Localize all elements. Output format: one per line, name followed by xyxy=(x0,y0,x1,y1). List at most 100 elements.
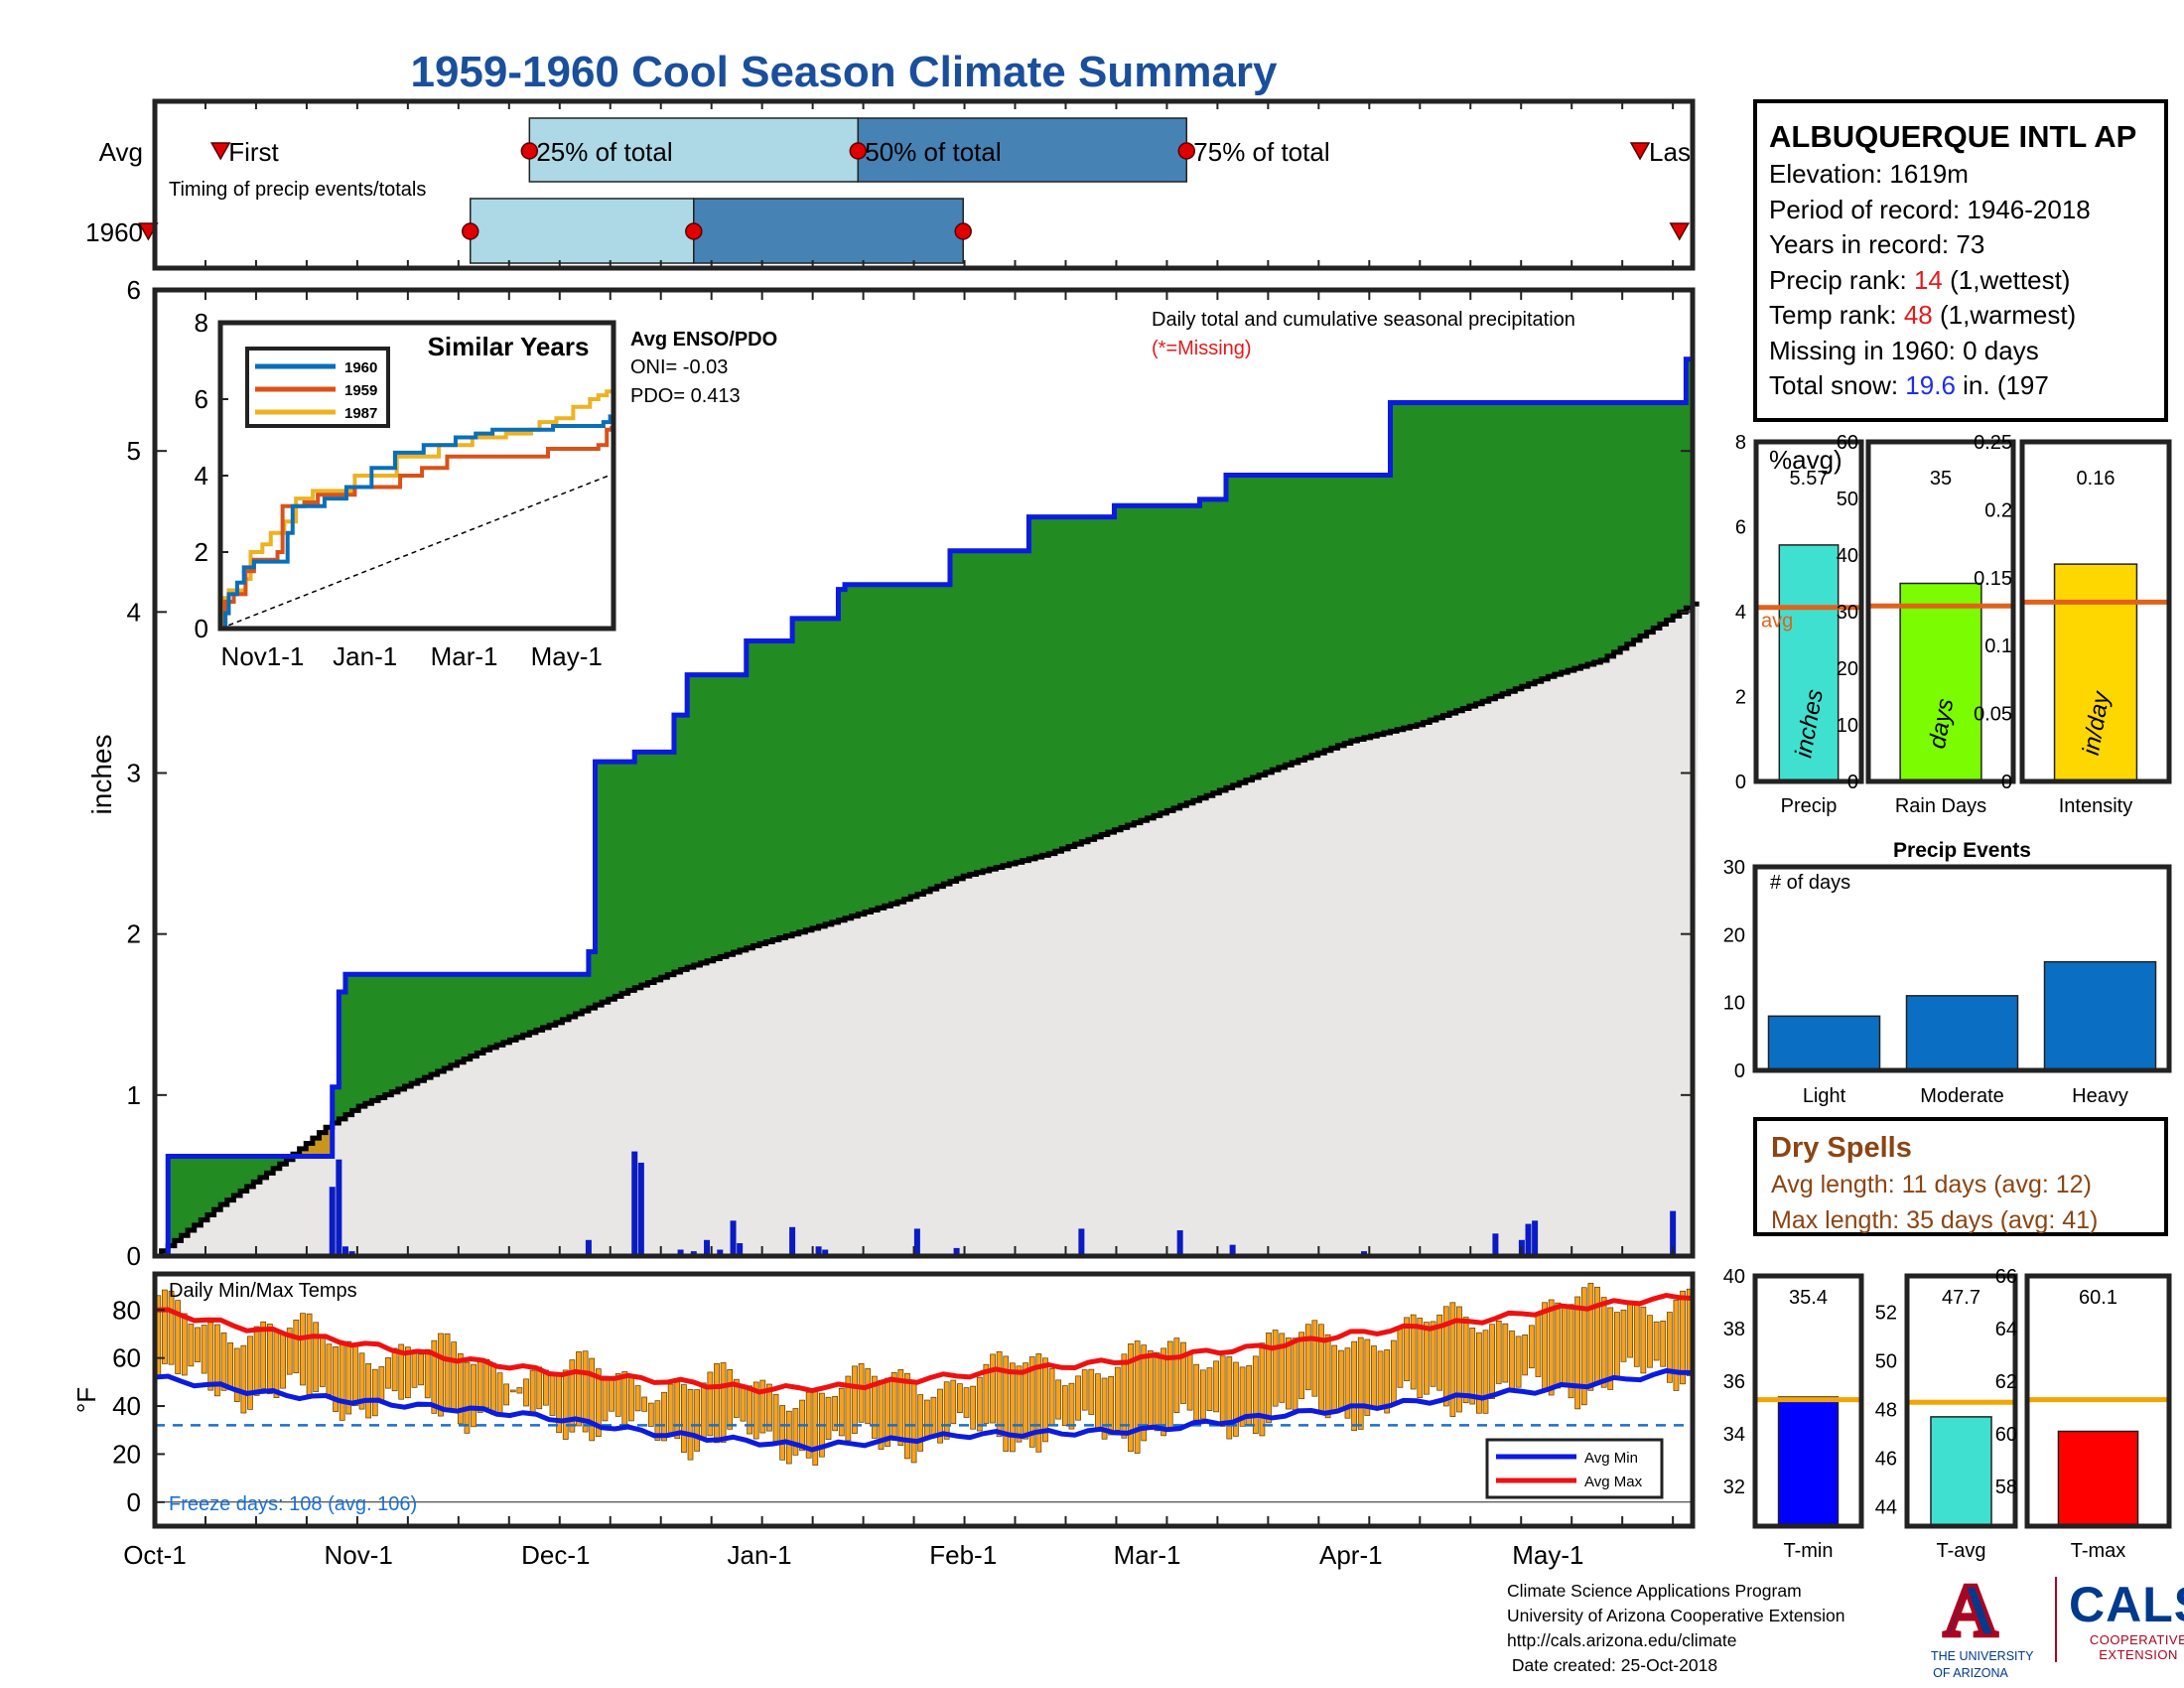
daily-precip-bar xyxy=(789,1226,796,1256)
daily-temp-bar xyxy=(352,1343,358,1407)
daily-temp-bar xyxy=(923,1399,930,1439)
daily-precip-bar xyxy=(704,1239,711,1256)
daily-temp-bar xyxy=(1555,1302,1562,1389)
daily-temp-bar xyxy=(391,1347,398,1392)
daily-temp-bar xyxy=(1266,1333,1272,1424)
daily-temp-bar xyxy=(496,1372,503,1417)
daily-precip-bar xyxy=(1525,1223,1532,1256)
daily-temp-bar xyxy=(444,1333,451,1411)
temp-panel-frame xyxy=(1904,1273,2018,1529)
daily-temp-bar xyxy=(233,1347,240,1402)
daily-temp-bar xyxy=(1456,1306,1462,1413)
temp-rank: Temp rank: 48 (1,warmest) xyxy=(1769,298,2152,334)
temp-summary-y-tick-label: 44 xyxy=(1875,1496,1897,1518)
daily-temp-bar xyxy=(1535,1312,1542,1377)
daily-temp-bar xyxy=(792,1408,799,1456)
inset-x-tick-label: Mar-1 xyxy=(431,641,498,671)
daily-temp-bar xyxy=(1259,1342,1266,1437)
credit-line: Climate Science Applications Program xyxy=(1507,1581,1802,1601)
daily-temp-bar xyxy=(529,1369,536,1414)
cals-sub-1: COOPERATIVE xyxy=(2089,1632,2184,1647)
temp-bar-T-max xyxy=(2057,1430,2139,1527)
inset-x-tick-label: Nov1-1 xyxy=(221,641,305,671)
daily-temp-bar xyxy=(1128,1343,1134,1453)
daily-temp-bar xyxy=(1081,1369,1088,1411)
temp-bar-T-avg xyxy=(1930,1416,1992,1527)
daily-temp-bar xyxy=(1286,1337,1292,1410)
daily-temp-bar xyxy=(825,1396,832,1440)
daily-temp-bar xyxy=(326,1343,333,1395)
inset-y-tick-label: 0 xyxy=(195,614,208,643)
daily-temp-bar xyxy=(785,1410,792,1465)
temp-summary-y-tick-label: 48 xyxy=(1875,1400,1897,1422)
daily-temp-bar xyxy=(1620,1309,1627,1362)
inset-legend-label: 1959 xyxy=(344,382,377,399)
temp-summary-value-label: 60.1 xyxy=(2079,1287,2117,1309)
daily-temp-bar xyxy=(1587,1282,1594,1391)
daily-temp-bar xyxy=(1055,1379,1062,1420)
timing-row-1960: 1960 xyxy=(85,217,143,247)
daily-precip-bar xyxy=(637,1162,644,1256)
daily-temp-bar xyxy=(1304,1324,1311,1391)
daily-temp-bar xyxy=(457,1352,464,1425)
daily-temp-bar xyxy=(240,1344,247,1414)
temp-y-tick-label: 60 xyxy=(112,1343,141,1373)
temp-summary-y-tick-label: 62 xyxy=(1995,1371,2017,1393)
daily-temp-bar xyxy=(747,1385,752,1435)
avg-last-marker xyxy=(1629,142,1651,161)
station-elevation: Elevation: 1619m xyxy=(1769,159,1969,189)
summary-y-tick-label: 6 xyxy=(1735,517,1746,539)
precip-rank-label: Precip rank: xyxy=(1769,264,1914,295)
daily-temp-bar xyxy=(1489,1324,1495,1399)
daily-temp-bar xyxy=(1377,1350,1384,1410)
x-tick-label: Dec-1 xyxy=(521,1540,590,1570)
timing-first-label: First xyxy=(228,137,279,167)
daily-temp-bar xyxy=(1351,1340,1357,1432)
daily-temp-bar xyxy=(589,1357,596,1442)
daily-temp-bar xyxy=(404,1346,411,1399)
daily-temp-bar xyxy=(1410,1314,1417,1390)
daily-temp-bar xyxy=(162,1289,168,1364)
temp-rank-label: Temp rank: xyxy=(1769,300,1904,330)
inset-legend-label: 1960 xyxy=(344,359,377,376)
summary-category-label: Intensity xyxy=(2059,795,2132,817)
daily-temp-bar xyxy=(477,1360,483,1413)
daily-temp-bar xyxy=(1614,1312,1620,1379)
daily-temp-bar xyxy=(661,1391,667,1442)
daily-temp-bar xyxy=(438,1333,444,1417)
daily-temp-bar xyxy=(260,1321,267,1389)
cumulative-1960-line xyxy=(155,356,1693,1259)
daily-temp-bar xyxy=(1344,1347,1351,1419)
y1960-25-50-bar xyxy=(469,198,695,264)
daily-temp-bar xyxy=(641,1396,648,1412)
snow-value: 19.6 xyxy=(1905,370,1956,400)
daily-temp-bar xyxy=(1607,1307,1614,1390)
summary-y-tick-label: 0.15 xyxy=(1974,568,2012,590)
daily-temp-bar xyxy=(766,1383,772,1432)
summary-y-tick-label: 50 xyxy=(1837,489,1858,510)
y-tick-label: 6 xyxy=(127,275,141,305)
summary-y-tick-label: 2 xyxy=(1735,687,1746,709)
daily-temp-bar xyxy=(772,1393,779,1445)
event-y-tick-label: 20 xyxy=(1723,924,1745,946)
daily-temp-bar xyxy=(266,1324,273,1395)
daily-temp-bar xyxy=(1640,1306,1647,1374)
inset-avg-line xyxy=(219,473,614,630)
credits: Climate Science Applications Program Uni… xyxy=(1507,1579,1844,1678)
daily-precip-bar xyxy=(585,1239,592,1256)
daily-temp-bar xyxy=(1010,1362,1016,1453)
event-y-tick-label: 10 xyxy=(1723,993,1745,1015)
event-bar-light xyxy=(1767,1015,1881,1071)
credit-line: Date created: 25-Oct-2018 xyxy=(1507,1655,1718,1675)
daily-temp-bar xyxy=(358,1352,365,1410)
daily-temp-bar xyxy=(503,1383,510,1406)
daily-temp-bar xyxy=(168,1290,175,1365)
temps-y-axis-label: °F xyxy=(71,1387,101,1413)
daily-temp-bar xyxy=(1449,1302,1456,1417)
daily-temp-bar xyxy=(1213,1360,1219,1413)
daily-temp-bar xyxy=(345,1340,352,1415)
cals-logo: CALS COOPERATIVE EXTENSION xyxy=(2055,1577,2184,1662)
temp-summary-value-label: 47.7 xyxy=(1942,1287,1980,1309)
daily-temp-bar xyxy=(1666,1312,1673,1383)
